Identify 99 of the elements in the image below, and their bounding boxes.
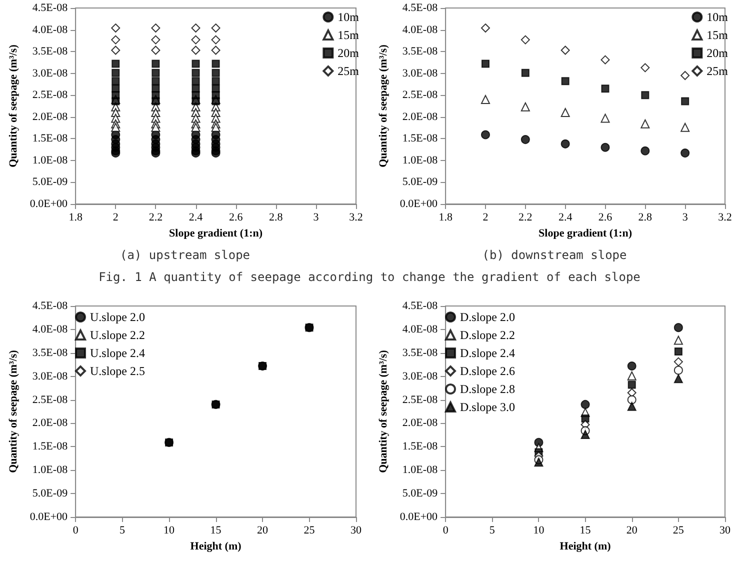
legend-label: U.slope 2.0: [90, 310, 145, 324]
y-tick-label: 4.0E-08: [32, 323, 68, 336]
y-tick-label: 5.0E-09: [32, 488, 68, 500]
x-tick-label: 2.6: [598, 212, 613, 224]
x-axis-title: Slope gradient (1:n): [169, 228, 263, 240]
legend-label: 15m: [706, 28, 729, 42]
x-tick-label: 3: [682, 212, 688, 224]
x-tick-label: 0: [442, 524, 449, 536]
y-tick-label: 0.0E+00: [30, 511, 68, 523]
y-tick-label: 4.5E-08: [402, 300, 438, 312]
y-tick-label: 4.0E-08: [402, 323, 438, 336]
y-tick-label: 0.0E+00: [30, 198, 68, 210]
y-tick-label: 3.5E-08: [32, 46, 68, 58]
x-tick-label: 0: [72, 524, 79, 536]
y-tick-label: 5.0E-09: [402, 176, 438, 188]
x-tick-label: 2: [112, 212, 118, 224]
x-tick-label: 25: [304, 524, 316, 536]
x-tick-label: 15: [210, 524, 222, 536]
x-tick-label: 5: [120, 524, 126, 536]
y-tick-label: 1.5E-08: [32, 440, 68, 453]
x-tick-label: 25: [672, 524, 684, 536]
y-tick-label: 4.5E-08: [402, 2, 438, 14]
x-tick-label: 2.6: [228, 212, 244, 224]
y-tick-label: 4.5E-08: [32, 300, 68, 312]
legend-label: D.slope 3.0: [460, 400, 515, 414]
legend-label: U.slope 2.5: [90, 364, 145, 378]
x-tick-label: 30: [720, 524, 731, 536]
legend-label: 15m: [338, 28, 360, 42]
y-tick-label: 2.5E-08: [402, 394, 438, 406]
legend-label: U.slope 2.2: [90, 328, 145, 342]
x-axis-title: Slope gradient (1:n): [538, 228, 632, 240]
text: (a) upstream slope: [118, 248, 252, 262]
y-tick-label: 3.5E-08: [402, 346, 438, 359]
x-tick-label: 3.2: [349, 212, 363, 224]
y-tick-label: 1.5E-08: [402, 440, 438, 453]
legend-label: D.slope 2.0: [460, 310, 515, 324]
y-tick-label: 3.0E-08: [32, 370, 68, 382]
x-tick-label: 2.4: [188, 212, 204, 224]
y-tick-label: 3.0E-08: [402, 370, 438, 382]
x-tick-label: 30: [350, 524, 362, 536]
x-tick-label: 3.2: [718, 212, 732, 224]
y-axis-title: Quantity of seepage (m³/s): [378, 44, 390, 168]
y-tick-label: 2.0E-08: [402, 417, 438, 430]
y-tick-label: 3.5E-08: [32, 346, 68, 359]
y-tick-label: 5.0E-09: [402, 488, 438, 500]
x-tick-label: 2.8: [269, 212, 284, 224]
legend-label: 10m: [338, 10, 360, 24]
y-tick-label: 4.0E-08: [32, 24, 68, 36]
legend-label: 25m: [338, 64, 360, 78]
x-tick-label: 10: [533, 524, 545, 536]
legend-label: U.slope 2.4: [90, 346, 145, 360]
x-axis-title: Height (m): [190, 540, 242, 552]
x-tick-label: 2.4: [558, 212, 573, 224]
x-tick-label: 2: [482, 212, 488, 224]
x-tick-label: 2.2: [518, 212, 532, 224]
legend-label: 25m: [706, 64, 729, 78]
y-tick-label: 1.0E-08: [402, 154, 438, 166]
y-tick-label: 4.5E-08: [32, 2, 68, 14]
legend-label: 20m: [338, 46, 360, 60]
y-tick-label: 4.0E-08: [402, 24, 438, 36]
x-tick-label: 20: [626, 524, 638, 536]
x-tick-label: 5: [489, 524, 496, 536]
y-tick-label: 3.5E-08: [402, 46, 438, 58]
x-axis-title: Height (m): [560, 540, 612, 552]
y-tick-label: 2.5E-08: [32, 394, 68, 406]
legend-label: D.slope 2.8: [460, 382, 515, 396]
x-tick-label: 3: [313, 212, 320, 224]
y-tick-label: 1.0E-08: [32, 464, 68, 476]
y-tick-label: 0.0E+00: [400, 198, 438, 210]
y-tick-label: 0.0E+00: [400, 511, 438, 523]
y-tick-label: 2.5E-08: [32, 89, 68, 102]
y-tick-label: 3.0E-08: [32, 67, 68, 80]
y-tick-label: 5.0E-09: [32, 176, 68, 188]
y-tick-label: 3.0E-08: [402, 67, 438, 80]
x-tick-label: 15: [580, 524, 592, 536]
legend-label: D.slope 2.6: [460, 364, 515, 378]
y-tick-label: 1.5E-08: [32, 132, 68, 145]
y-tick-label: 1.0E-08: [32, 154, 68, 166]
x-tick-label: 1.8: [68, 212, 83, 224]
legend-label: 10m: [706, 10, 729, 24]
x-tick-label: 2.8: [638, 212, 653, 224]
y-tick-label: 2.5E-08: [402, 89, 438, 102]
x-tick-label: 10: [164, 524, 176, 536]
legend-label: D.slope 2.2: [460, 328, 515, 342]
x-tick-label: 20: [257, 524, 269, 536]
x-tick-label: 2.2: [148, 212, 163, 224]
legend-label: D.slope 2.4: [460, 346, 515, 360]
caption: Fig. 1 A quantity of seepage according to change the gradient of each slope: [98, 270, 642, 284]
y-tick-label: 1.0E-08: [402, 464, 438, 476]
y-axis-title: Quantity of seepage (m³/s): [378, 350, 390, 473]
legend-label: 20m: [706, 46, 729, 60]
y-tick-label: 1.5E-08: [402, 132, 438, 145]
y-axis-title: Quantity of seepage (m³/s): [8, 350, 20, 473]
y-tick-label: 2.0E-08: [32, 110, 68, 123]
y-tick-label: 2.0E-08: [32, 417, 68, 430]
x-tick-label: 1.8: [438, 212, 453, 224]
text: (b) downstream slope: [481, 248, 628, 262]
y-axis-title: Quantity of seepage (m³/s): [8, 44, 20, 168]
y-tick-label: 2.0E-08: [402, 110, 438, 123]
